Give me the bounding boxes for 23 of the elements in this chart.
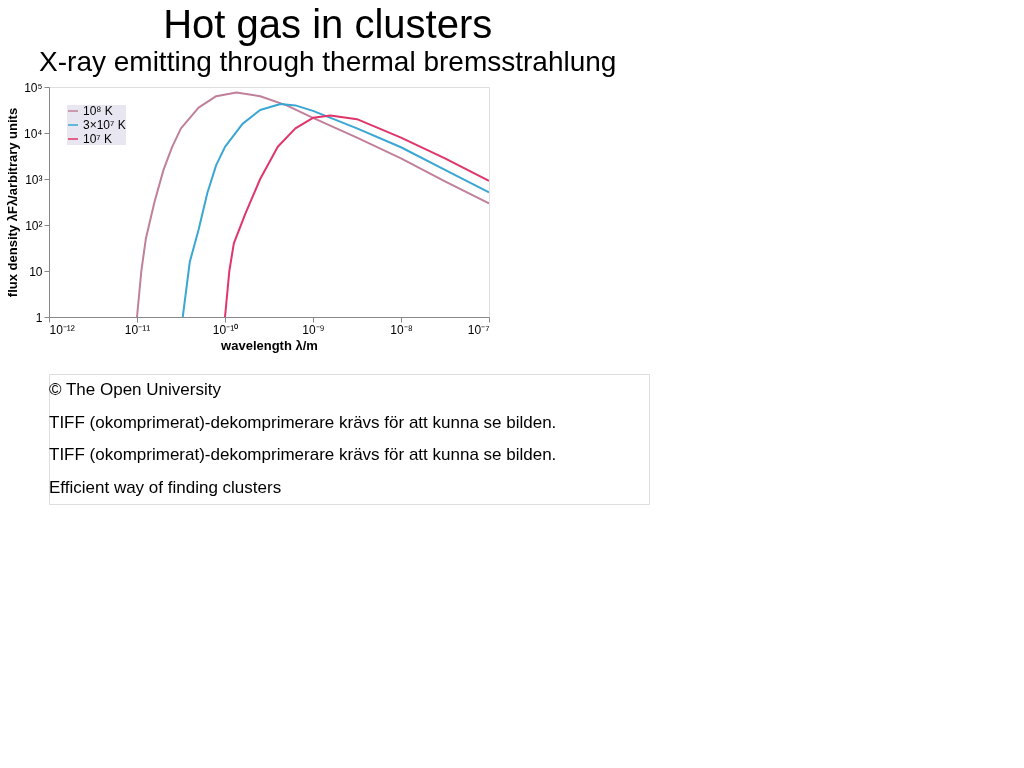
x-tick-label: 10⁻⁸ [390,322,413,337]
x-tick-label: 10⁻¹² [49,322,75,337]
y-tick-label: 10 [29,264,43,279]
legend-label: 3×10⁷ K [83,118,126,132]
x-tick-label: 10⁻¹⁰ [212,322,239,337]
y-tick-label: 1 [35,310,43,325]
x-tick-label: 10⁻⁷ [467,322,490,337]
legend-label: 10⁸ K [83,104,113,118]
y-tick-label: 10³ [25,172,43,187]
text: TIFF (okomprimerat)-dekomprimerare krävs för att kunna se bilden. [49,412,557,432]
chart-title: Hot gas in clusters [163,1,493,46]
text: TIFF (okomprimerat)-dekomprimerare krävs för att kunna se bilden. [49,445,557,465]
legend-label: 10⁷ K [83,132,113,146]
x-tick-label: 10⁻⁹ [302,322,325,337]
x-tick-label: 10⁻¹¹ [124,322,151,337]
chart-subtitle: X-ray emitting through thermal bremsstrahlung [39,45,617,77]
y-axis-title: flux density λFλ/arbitrary units [5,107,20,298]
y-tick-label: 10² [25,218,43,233]
y-tick-label: 10⁴ [23,126,43,141]
y-tick-label: 10⁵ [24,80,43,95]
x-axis-title: wavelength λ/m [220,337,318,353]
text: © The Open University [49,380,222,400]
text: Efficient way of finding clusters [49,477,282,497]
